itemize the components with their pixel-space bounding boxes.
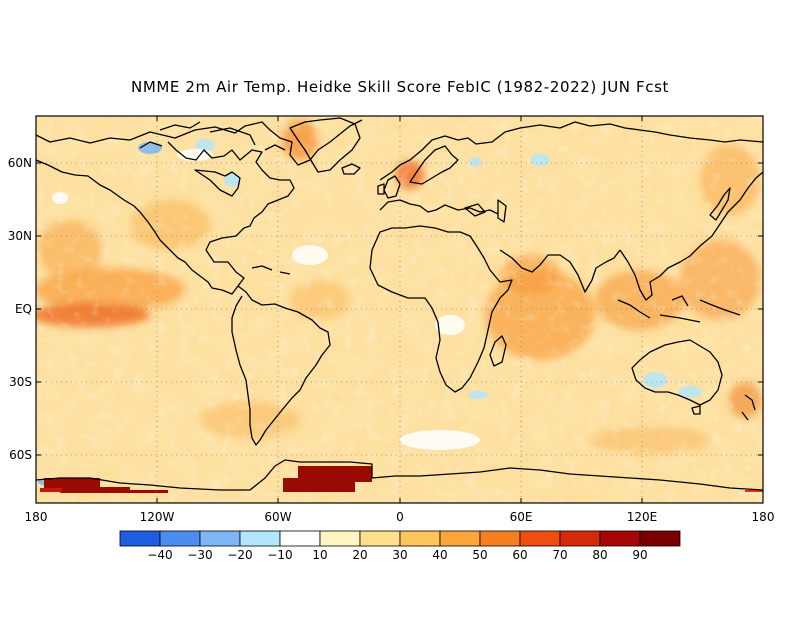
colorbar-tick-label: 90 (632, 548, 648, 562)
colorbar-swatch (519, 530, 561, 547)
colorbar-swatch (439, 530, 481, 547)
colorbar-swatch (599, 530, 641, 547)
colorbar-swatch (199, 530, 241, 547)
colorbar-tick-label: 50 (472, 548, 488, 562)
lat-label-30s: 30S (9, 375, 32, 389)
colorbar-swatch (119, 530, 161, 547)
lon-label-120w: 120W (139, 510, 175, 524)
colorbar-swatch (159, 530, 201, 547)
colorbar-tick-label: 30 (392, 548, 408, 562)
coastlines (36, 117, 763, 491)
axis-ticks (36, 116, 763, 503)
colorbar-tick-label: 70 (552, 548, 568, 562)
colorbar-tick-label: −20 (227, 548, 253, 562)
antarctic-high-skill (40, 466, 763, 493)
colorbar-tick-label: 60 (512, 548, 528, 562)
negative-skill-regions (38, 139, 702, 486)
colorbar-swatch (239, 530, 281, 547)
lat-label-60s: 60S (9, 448, 32, 462)
colorbar-swatch (319, 530, 361, 547)
lat-label-eq: EQ (14, 302, 32, 316)
colorbar-tick-label: 40 (432, 548, 448, 562)
colorbar-swatch (279, 530, 321, 547)
lon-label-60e: 60E (509, 510, 533, 524)
lon-label-60w: 60W (264, 510, 292, 524)
map-title: NMME 2m Air Temp. Heidke Skill Score Feb… (131, 78, 669, 96)
lat-lon-gridlines (36, 116, 763, 503)
lon-label-120e: 120E (626, 510, 658, 524)
colorbar-tick-label: 20 (352, 548, 368, 562)
colorbar-tick-label: 80 (592, 548, 608, 562)
colorbar-tick-label: −10 (267, 548, 293, 562)
lon-label-180e: 180 (751, 510, 775, 524)
colorbar-swatch (559, 530, 601, 547)
colorbar-swatch (399, 530, 441, 547)
colorbar-swatch (639, 530, 681, 547)
lon-label-180w: 180 (24, 510, 48, 524)
colorbar-swatch (479, 530, 521, 547)
colorbar-tick-label: −30 (187, 548, 213, 562)
lat-label-30n: 30N (7, 229, 32, 243)
lat-label-60n: 60N (7, 156, 32, 170)
colorbar-tick-label: 10 (312, 548, 328, 562)
lon-label-0: 0 (396, 510, 404, 524)
map-fill-layer (36, 116, 763, 503)
colorbar-tick-label: −40 (147, 548, 173, 562)
colorbar-swatch (359, 530, 401, 547)
